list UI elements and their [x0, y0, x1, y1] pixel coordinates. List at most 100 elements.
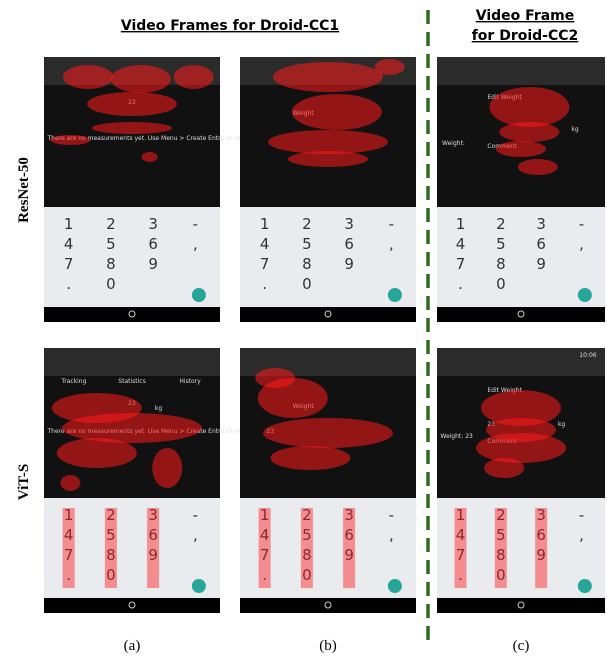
key-label: 8	[302, 546, 312, 564]
app-bar	[44, 348, 220, 376]
key-label: 3	[148, 215, 158, 233]
nav-home	[128, 310, 136, 318]
heatmap	[476, 433, 566, 463]
caption: (a)	[124, 638, 141, 654]
screenshot: 123-456,789.0Weight23	[240, 348, 416, 613]
heatmap	[152, 448, 183, 488]
key-label: 6	[344, 235, 354, 253]
key-label: 9	[148, 546, 158, 564]
key-label: 6	[148, 235, 158, 253]
screen-text: Weight:	[442, 140, 465, 147]
heatmap	[62, 413, 202, 443]
heatmap	[499, 122, 560, 142]
key-label: .	[458, 275, 463, 293]
key-label: 5	[302, 235, 312, 253]
key-label: 4	[260, 235, 270, 253]
heatmap	[257, 378, 328, 418]
key-label: 1	[64, 506, 74, 524]
key-label: -	[579, 506, 584, 524]
heatmap	[291, 94, 382, 130]
heatmap	[258, 508, 271, 588]
heatmap	[63, 65, 113, 89]
keypad	[437, 498, 605, 598]
key-label: 6	[536, 526, 546, 544]
heatmap	[535, 508, 548, 588]
key-label: 0	[302, 275, 312, 293]
key-label: 4	[64, 526, 74, 544]
heatmap	[270, 446, 351, 470]
keypad	[44, 498, 220, 598]
key-label: 1	[260, 215, 270, 233]
heatmap	[517, 159, 558, 175]
key-label: 2	[496, 506, 506, 524]
key-label: 7	[64, 546, 74, 564]
screen-text: Tracking	[60, 378, 86, 385]
heatmap	[50, 135, 91, 145]
nav-bar	[437, 307, 605, 322]
screen-text: History	[179, 378, 201, 385]
screen-text: There are no measurements yet. Use Menu …	[47, 135, 269, 142]
nav-home	[517, 310, 525, 318]
key-label: ,	[193, 235, 198, 253]
column-header: Video Frame	[476, 8, 575, 24]
screen-text: Edit Weight	[487, 387, 522, 394]
heatmap	[147, 508, 160, 588]
key-label: 9	[148, 255, 158, 273]
heatmap	[56, 438, 137, 468]
column-header: Video Frames for Droid-CC1	[121, 18, 339, 34]
column-header: for Droid-CC2	[472, 28, 579, 44]
key-label: 4	[64, 235, 74, 253]
keypad	[437, 207, 605, 307]
key-label: 8	[302, 255, 312, 273]
key-label: 7	[456, 546, 466, 564]
row-label: ResNet-50	[16, 157, 32, 223]
heatmap	[141, 152, 158, 162]
key-label: 2	[302, 215, 312, 233]
screen-text: kg	[571, 126, 578, 133]
key-label: 1	[64, 215, 74, 233]
key-label: 4	[456, 526, 466, 544]
key-label: .	[262, 275, 267, 293]
key-label: -	[389, 215, 394, 233]
screen-text: 10:06	[579, 352, 596, 359]
keypad	[44, 207, 220, 307]
key-label: 8	[106, 255, 116, 273]
key-label: .	[262, 566, 267, 584]
nav-home	[128, 601, 136, 609]
row-label: ViT-S	[16, 464, 32, 500]
key-label: 7	[456, 255, 466, 273]
key-label: 2	[302, 506, 312, 524]
key-label: 6	[148, 526, 158, 544]
key-label: 9	[536, 546, 546, 564]
keypad	[240, 498, 416, 598]
app-bar	[437, 348, 605, 376]
heatmap	[263, 418, 393, 448]
key-label: .	[458, 566, 463, 584]
heatmap	[60, 475, 81, 491]
key-label: 8	[106, 546, 116, 564]
key-label: 3	[536, 215, 546, 233]
key-label: 9	[536, 255, 546, 273]
nav-bar	[437, 598, 605, 613]
key-label: -	[193, 506, 198, 524]
screen-text: kg	[558, 421, 565, 428]
key-label: 7	[260, 255, 270, 273]
key-label: 1	[260, 506, 270, 524]
key-label: 2	[106, 215, 116, 233]
key-label: ,	[579, 235, 584, 253]
key-label: 3	[344, 215, 354, 233]
heatmap	[343, 508, 356, 588]
nav-home	[517, 601, 525, 609]
screenshot: 123-456,789.023There are no measurements…	[44, 57, 268, 322]
heatmap	[484, 458, 525, 478]
heatmap	[454, 508, 467, 588]
key-label: 3	[148, 506, 158, 524]
key-label: -	[579, 215, 584, 233]
key-label: 0	[496, 275, 506, 293]
enter-key	[387, 579, 402, 593]
key-label: 4	[260, 526, 270, 544]
key-label: 2	[106, 506, 116, 524]
nav-home	[324, 601, 332, 609]
enter-key	[577, 579, 592, 593]
app-bar	[437, 57, 605, 85]
